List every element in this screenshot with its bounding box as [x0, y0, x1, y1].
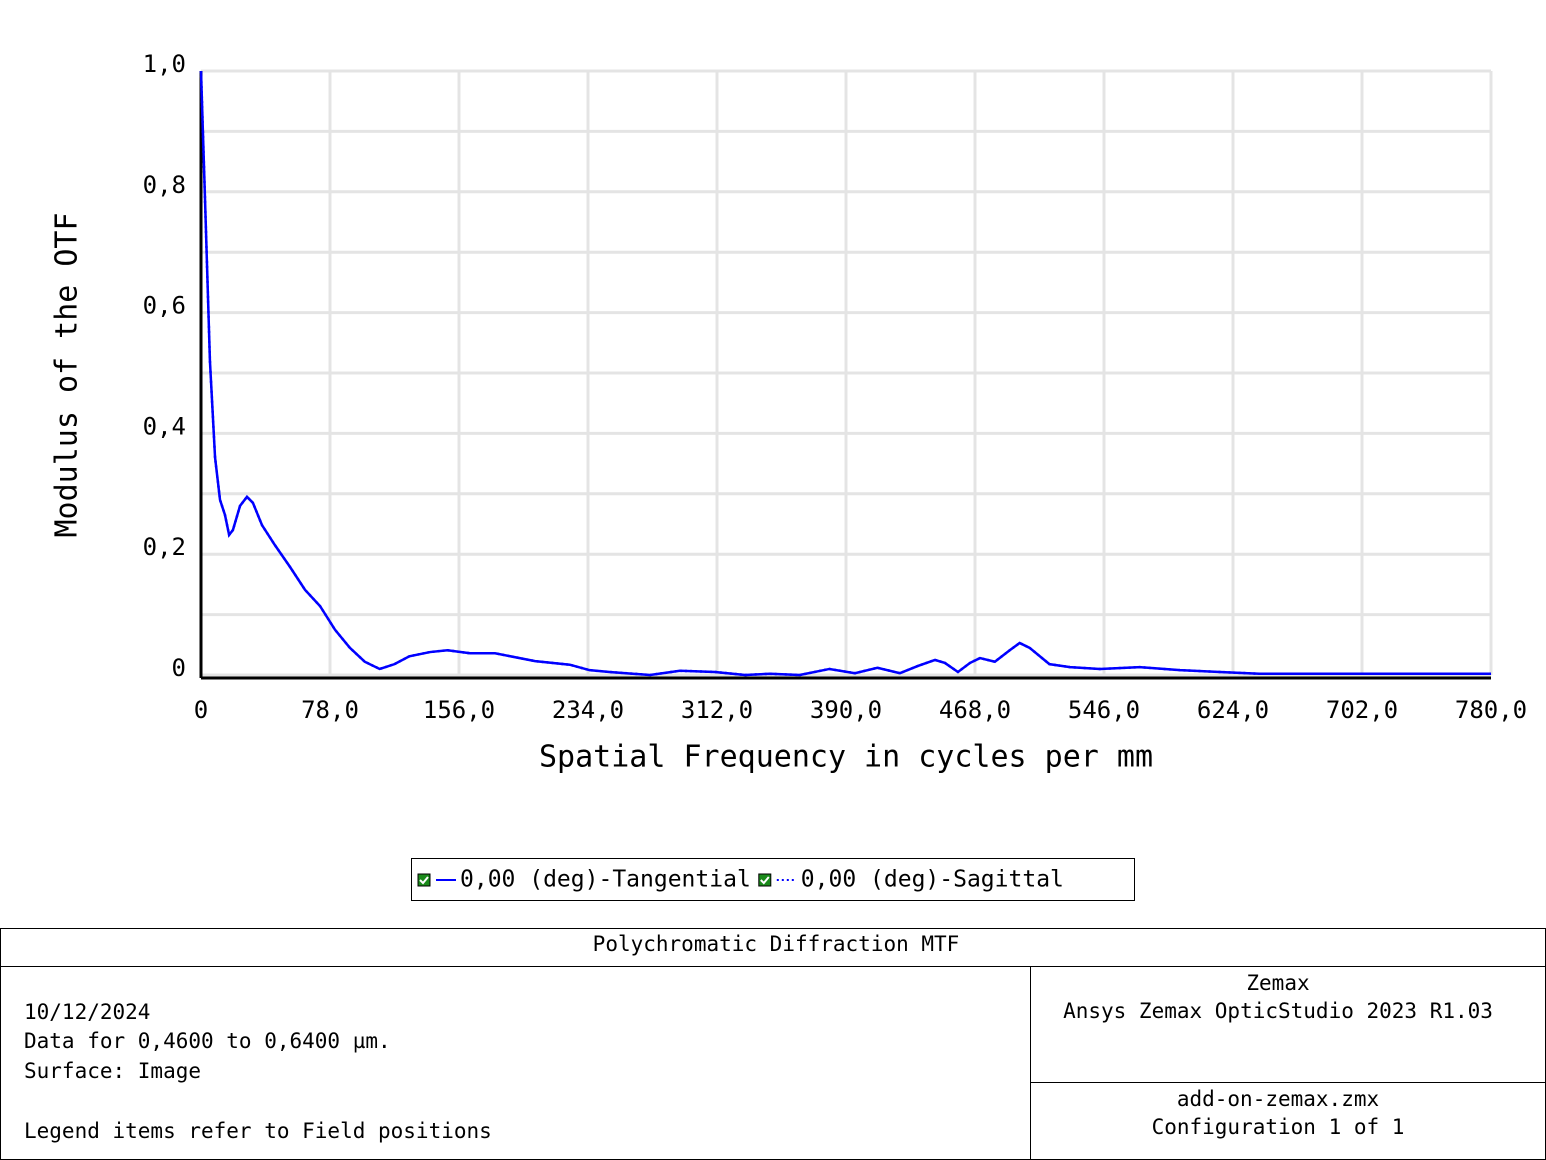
x-tick-label: 156,0 — [423, 696, 495, 724]
footer-note: Surface: Image — [24, 1059, 201, 1083]
legend-check — [760, 876, 770, 885]
footer-note: 10/12/2024 — [24, 1000, 150, 1024]
y-tick-label: 1,0 — [143, 50, 186, 78]
x-axis-label: Spatial Frequency in cycles per mm — [539, 740, 1153, 775]
x-tick-label: 78,0 — [301, 696, 359, 724]
y-tick-label: 0 — [172, 654, 186, 682]
y-tick-label: 0,2 — [143, 533, 186, 561]
footer-company: Zemax — [1246, 971, 1309, 995]
grid — [199, 69, 1493, 677]
legend-check — [419, 876, 429, 885]
legend-checkbox — [758, 873, 772, 887]
x-tick-label: 780,0 — [1455, 696, 1527, 724]
legend-box — [411, 858, 1135, 901]
footer-file: add-on-zemax.zmx — [1177, 1087, 1379, 1111]
legend-checkbox — [417, 873, 431, 887]
footer-title: Polychromatic Diffraction MTF — [593, 932, 960, 956]
legend-label: 0,00 (deg)-Sagittal — [801, 867, 1064, 893]
legend-label: 0,00 (deg)-Tangential — [460, 867, 751, 893]
y-tick-label: 0,8 — [143, 171, 186, 199]
x-tick-label: 312,0 — [681, 696, 753, 724]
footer-note: Legend items refer to Field positions — [24, 1119, 492, 1143]
x-tick-label: 234,0 — [552, 696, 624, 724]
x-tick-label: 702,0 — [1326, 696, 1398, 724]
x-tick-label: 546,0 — [1068, 696, 1140, 724]
series-line — [199, 70, 1491, 677]
footer-note: Data for 0,4600 to 0,6400 µm. — [24, 1029, 391, 1053]
footer-company: Ansys Zemax OpticStudio 2023 R1.03 — [1063, 999, 1493, 1023]
x-tick-label: 390,0 — [810, 696, 882, 724]
y-axis-label: Modulus of the OTF — [50, 212, 85, 537]
x-tick-label: 624,0 — [1197, 696, 1269, 724]
y-tick-label: 0,6 — [143, 292, 186, 320]
y-tick-label: 0,4 — [143, 412, 186, 440]
footer-file: Configuration 1 of 1 — [1152, 1115, 1405, 1139]
x-tick-label: 0 — [194, 696, 208, 724]
x-tick-label: 468,0 — [939, 696, 1011, 724]
